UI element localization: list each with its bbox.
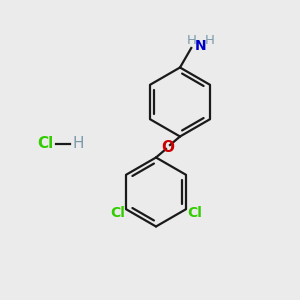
Text: Cl: Cl (187, 206, 202, 220)
Text: Cl: Cl (38, 136, 54, 152)
Text: H: H (187, 34, 197, 47)
Text: H: H (205, 34, 215, 47)
Text: Cl: Cl (110, 206, 125, 220)
Text: H: H (72, 136, 83, 152)
Text: O: O (161, 140, 175, 154)
Text: N: N (195, 39, 207, 52)
